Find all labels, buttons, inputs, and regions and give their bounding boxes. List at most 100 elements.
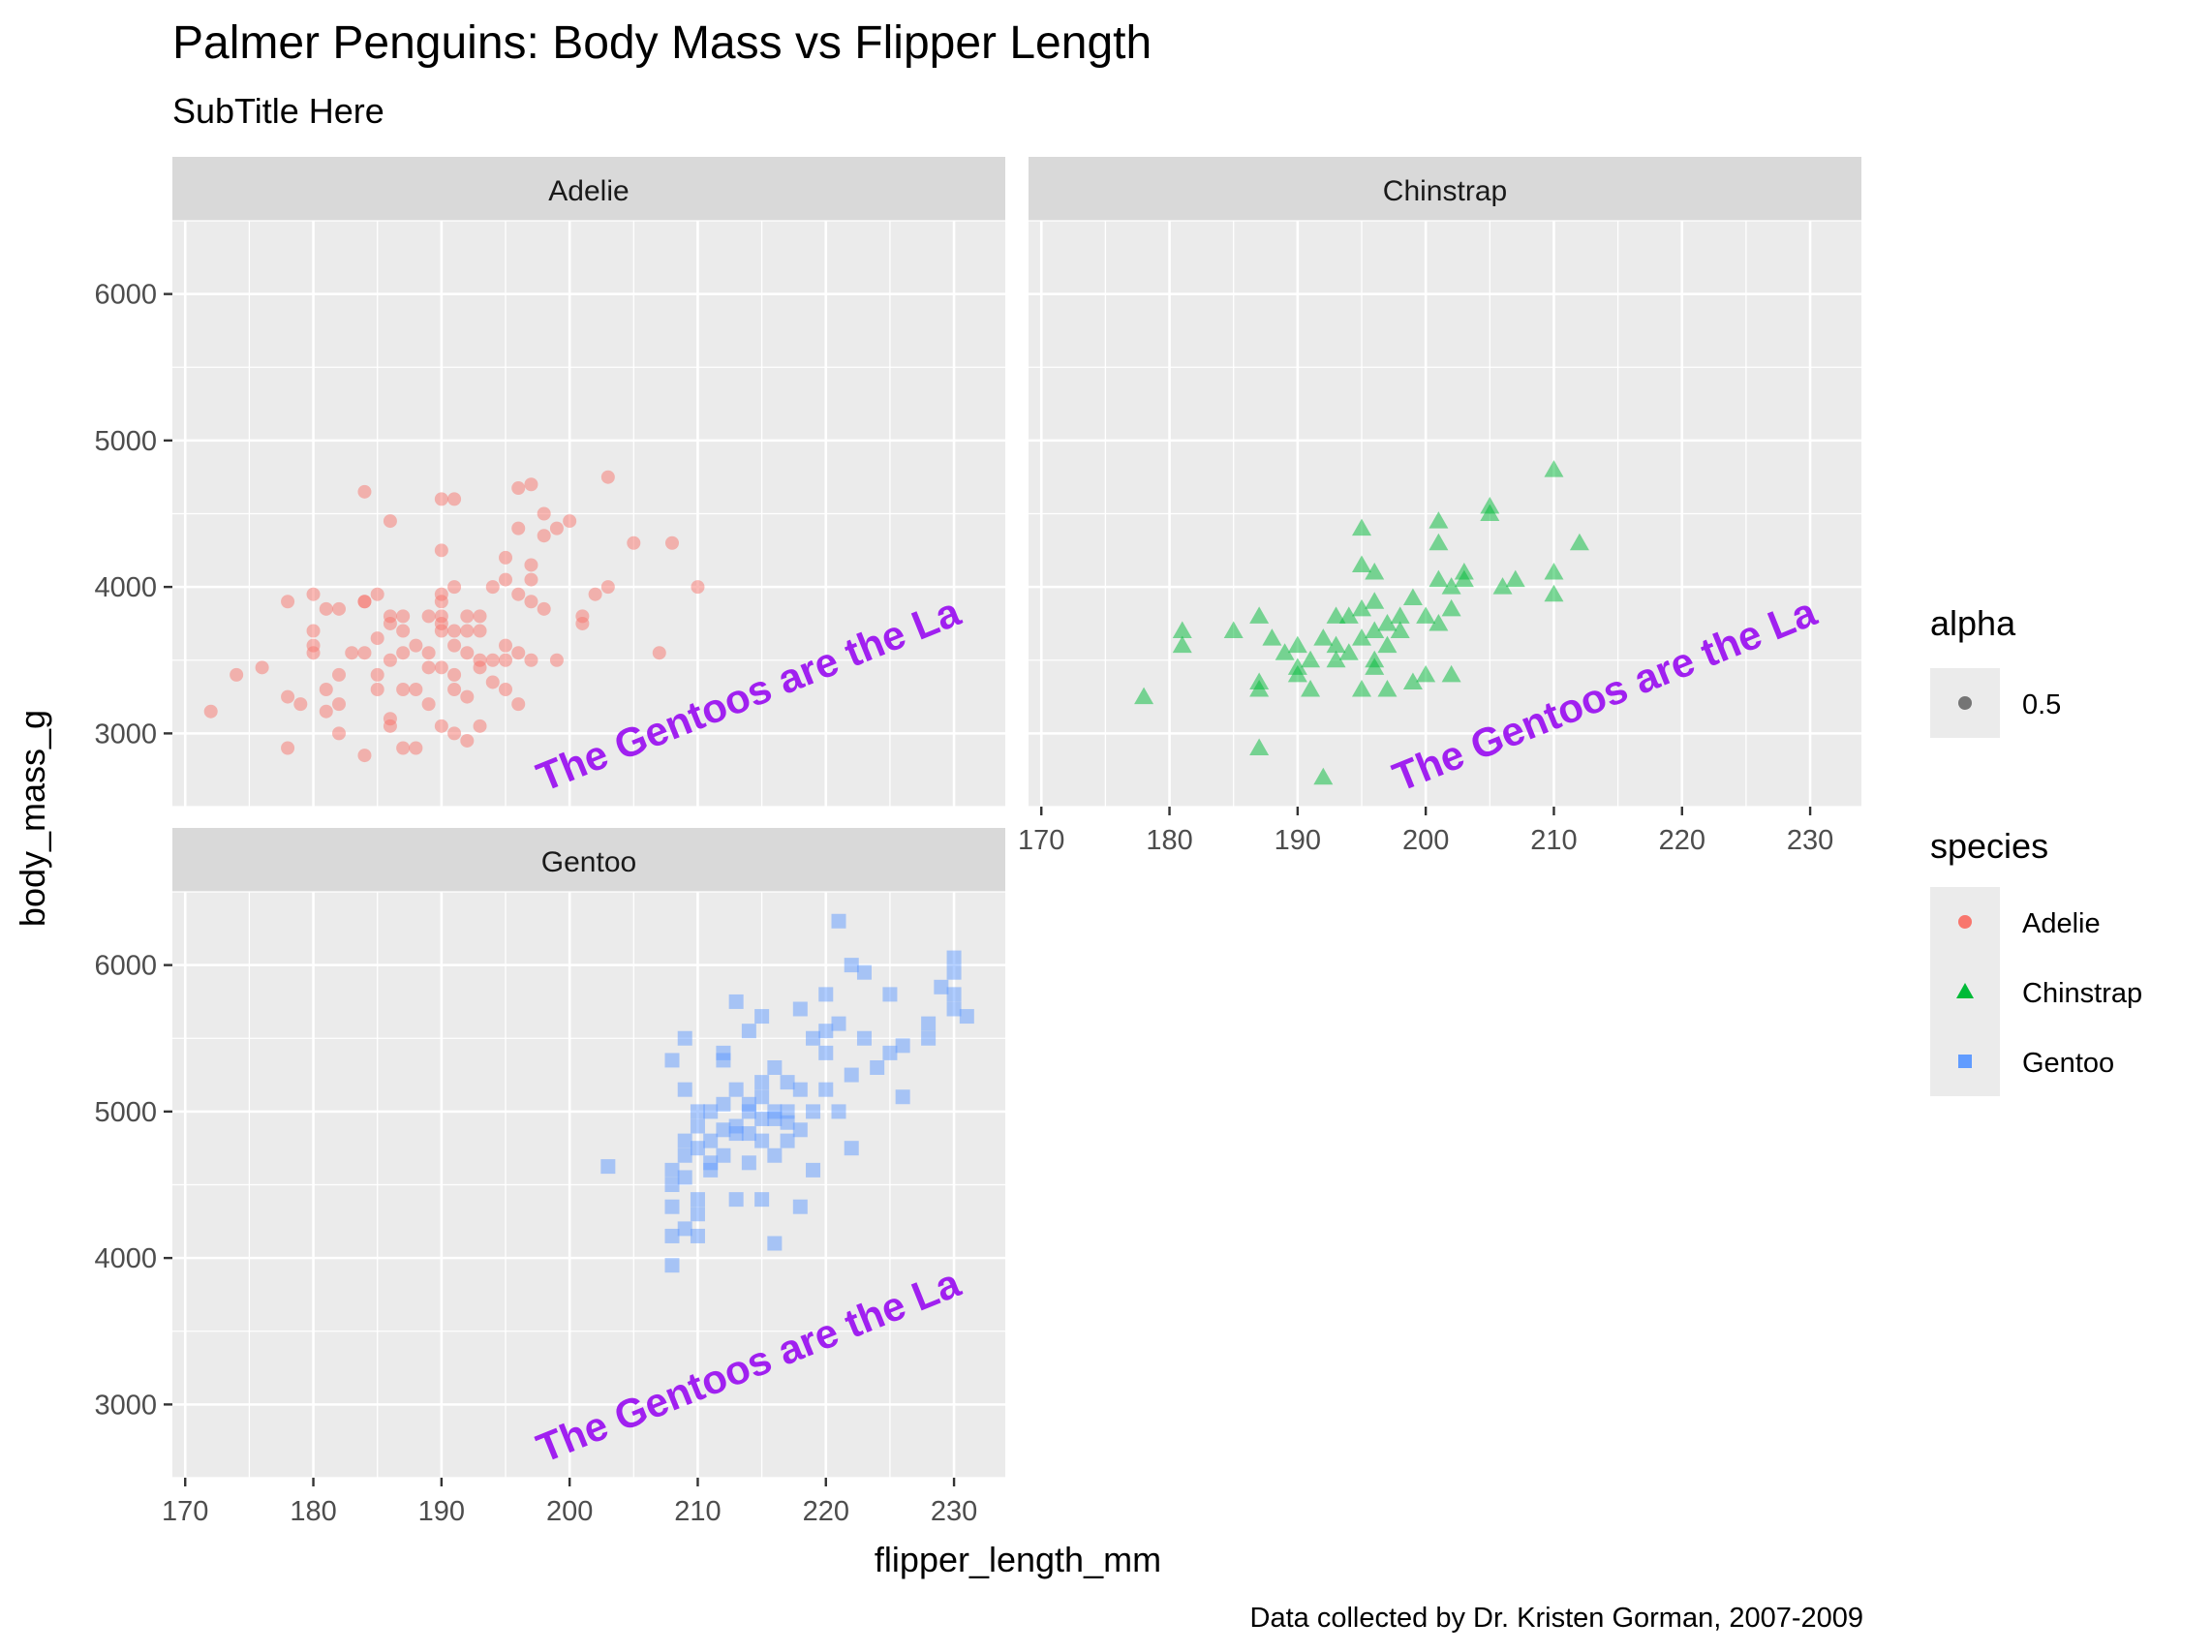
y-tick-label: 4000 <box>94 572 157 603</box>
data-point <box>921 1016 937 1031</box>
y-tick-label: 4000 <box>94 1243 157 1274</box>
data-point <box>1249 738 1270 755</box>
data-point <box>690 1207 705 1222</box>
data-point <box>690 1192 705 1208</box>
data-point <box>703 1104 719 1119</box>
legend-key-square-icon <box>1958 1055 1972 1068</box>
x-tick-label: 180 <box>1146 825 1192 856</box>
data-point <box>383 514 397 529</box>
data-point <box>754 1075 770 1090</box>
y-tick-label: 3000 <box>94 1390 157 1421</box>
data-point <box>511 697 526 712</box>
legend-species-label: Adelie <box>2022 908 2101 939</box>
data-point <box>1429 613 1449 631</box>
data-point <box>728 994 744 1009</box>
data-point <box>1416 664 1436 683</box>
data-point <box>792 1199 808 1214</box>
data-point <box>754 1089 770 1105</box>
data-point <box>767 1111 783 1126</box>
data-point <box>396 741 411 755</box>
data-point <box>345 646 359 660</box>
data-point <box>1441 577 1461 595</box>
data-point <box>690 1118 705 1134</box>
data-point <box>319 601 333 616</box>
data-point <box>588 587 602 601</box>
data-point <box>434 492 448 506</box>
data-point <box>511 646 526 660</box>
data-point <box>255 660 269 675</box>
data-point <box>652 646 666 660</box>
x-tick-label: 190 <box>418 1496 465 1527</box>
data-point <box>447 580 462 595</box>
data-point <box>1390 621 1410 638</box>
data-point <box>946 1001 962 1017</box>
data-point <box>1352 555 1371 572</box>
data-point <box>831 1016 846 1031</box>
data-point <box>332 697 346 712</box>
data-point <box>485 580 500 595</box>
data-point <box>485 675 500 689</box>
data-point <box>716 1096 731 1112</box>
data-point <box>1429 569 1449 588</box>
data-point <box>1492 577 1513 595</box>
x-tick-label: 230 <box>931 1496 977 1527</box>
data-point <box>818 1082 834 1097</box>
data-point <box>806 1104 821 1119</box>
data-point <box>1326 606 1346 624</box>
data-point <box>1338 643 1359 660</box>
data-point <box>1172 635 1192 654</box>
data-point <box>370 683 384 696</box>
data-point <box>485 653 500 667</box>
data-point <box>934 979 949 994</box>
data-point <box>1365 658 1385 675</box>
data-point <box>447 638 462 653</box>
data-point <box>818 1045 834 1060</box>
data-point <box>831 1104 846 1119</box>
facet-strip <box>1029 157 1861 221</box>
data-point <box>499 572 512 587</box>
data-point <box>600 580 615 595</box>
data-point <box>1365 563 1385 580</box>
data-point <box>1377 680 1398 697</box>
facet-strip <box>172 828 1005 892</box>
data-point <box>447 683 462 696</box>
data-point <box>741 1126 756 1142</box>
data-point <box>1454 569 1474 588</box>
data-point <box>396 646 411 660</box>
data-point <box>806 1162 821 1178</box>
facet-strip <box>172 157 1005 221</box>
data-point <box>383 719 397 733</box>
data-point <box>524 595 538 609</box>
data-points <box>1134 460 1589 785</box>
data-point <box>434 587 448 601</box>
x-axis-title: flipper_length_mm <box>875 1540 1161 1579</box>
data-point <box>627 535 641 550</box>
data-point <box>728 1082 744 1097</box>
data-point <box>1134 687 1154 705</box>
data-point <box>421 609 436 624</box>
data-point <box>230 667 244 682</box>
data-point <box>460 624 475 638</box>
data-point <box>460 646 475 660</box>
data-point <box>600 470 615 484</box>
data-point <box>537 601 551 616</box>
data-point <box>1377 613 1398 631</box>
data-point <box>1569 533 1589 551</box>
data-point <box>716 1053 731 1068</box>
data-point <box>1338 606 1359 624</box>
y-axis-title: body_mass_g <box>13 710 52 927</box>
data-point <box>1365 592 1385 609</box>
data-point <box>473 719 487 733</box>
data-point <box>677 1133 692 1148</box>
data-point <box>1352 518 1371 536</box>
data-point <box>1223 621 1244 638</box>
data-point <box>434 719 448 733</box>
x-tick-label: 170 <box>162 1496 208 1527</box>
legend-alpha-title: alpha <box>1930 603 2016 643</box>
data-point <box>357 595 372 609</box>
y-tick-label: 3000 <box>94 719 157 750</box>
